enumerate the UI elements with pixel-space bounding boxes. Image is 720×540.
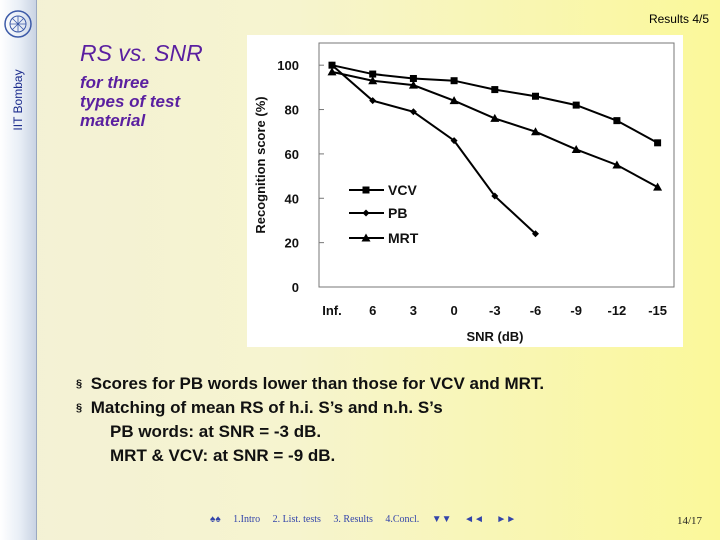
- slide-title: RS vs. SNR: [80, 40, 203, 66]
- nav-link-conclusions[interactable]: 4.Concl.: [385, 514, 420, 525]
- data-point-mrt: [571, 144, 581, 153]
- bullet-marker: §: [76, 378, 83, 390]
- nav-prev-button[interactable]: ◄◄: [464, 514, 484, 525]
- y-axis-label: Recognition score (%): [253, 96, 268, 233]
- nav-link-listening-tests[interactable]: 2. List. tests: [272, 514, 321, 525]
- data-point-mrt: [490, 113, 500, 122]
- data-point-vcv: [369, 70, 377, 78]
- data-point-vcv: [450, 77, 458, 85]
- bullet-marker: §: [76, 402, 83, 414]
- data-point-vcv: [409, 74, 417, 82]
- bullet-item: § Matching of mean RS of h.i. S’s and n.…: [76, 396, 544, 420]
- x-tick-label: -12: [608, 303, 627, 318]
- data-point-vcv: [572, 101, 580, 109]
- bullet-item: § Scores for PB words lower than those f…: [76, 372, 544, 396]
- footer-navigation: ♠♠ 1.Intro 2. List. tests 3. Results 4.C…: [210, 514, 526, 525]
- data-point-mrt: [327, 67, 337, 76]
- nav-next-button[interactable]: ►►: [496, 514, 517, 525]
- sidebar: IIT Bombay: [0, 0, 37, 540]
- x-tick-label: -6: [530, 303, 542, 318]
- x-tick-label: -3: [489, 303, 501, 318]
- legend-label: VCV: [388, 182, 417, 198]
- bullet-text: Matching of mean RS of h.i. S’s and n.h.…: [90, 398, 443, 417]
- y-tick-label: 60: [285, 147, 299, 162]
- legend-marker: [362, 209, 370, 217]
- page-counter: 14/17: [676, 515, 702, 527]
- x-tick-label: 0: [450, 303, 457, 318]
- y-tick-label: 80: [285, 103, 299, 118]
- x-tick-label: -9: [570, 303, 582, 318]
- sub-bullet-item: PB words: at SNR = -3 dB.: [110, 422, 322, 441]
- series-line-vcv: [331, 64, 659, 144]
- data-point-mrt: [449, 96, 459, 105]
- y-tick-label: 100: [277, 58, 299, 73]
- legend-label: PB: [388, 205, 407, 221]
- x-tick-label: 6: [369, 303, 376, 318]
- y-tick-label: 20: [285, 236, 299, 251]
- data-point-mrt: [531, 127, 540, 136]
- x-tick-label: Inf.: [322, 303, 342, 318]
- y-tick-label: 40: [285, 191, 299, 206]
- sub-bullet-item: MRT & VCV: at SNR = -9 dB.: [110, 446, 336, 465]
- x-axis-label: SNR (dB): [466, 329, 523, 344]
- data-point-vcv: [532, 92, 539, 100]
- subtitle-line: for three: [80, 73, 149, 92]
- legend-marker: [362, 186, 370, 194]
- nav-link-results[interactable]: 3. Results: [333, 514, 373, 525]
- institute-logo-icon: [4, 10, 32, 38]
- bullet-list: § Scores for PB words lower than those f…: [76, 372, 544, 468]
- bullet-text: Scores for PB words lower than those for…: [90, 374, 545, 393]
- data-point-pb: [409, 108, 417, 116]
- data-point-mrt: [612, 160, 622, 169]
- nav-link-intro[interactable]: 1.Intro: [233, 514, 261, 525]
- x-tick-label: -15: [648, 303, 667, 318]
- data-point-pb: [532, 230, 539, 238]
- data-point-vcv: [654, 139, 662, 147]
- rs-vs-snr-chart: 0 20 40 60 80 100 Inf. 6 3 0 -3 -6 -9 -12 -15 Recogniti…: [253, 42, 675, 344]
- subtitle-line: types of test: [80, 92, 181, 111]
- legend-label: MRT: [388, 230, 419, 246]
- slide-subtitle: for three types of test material: [80, 73, 230, 130]
- data-point-mrt: [368, 76, 378, 85]
- data-point-pb: [450, 137, 458, 145]
- data-point-mrt: [653, 182, 663, 191]
- y-tick-label: 0: [292, 280, 299, 295]
- data-point-vcv: [491, 86, 499, 94]
- nav-start-button[interactable]: ♠♠: [210, 514, 221, 525]
- slide-indicator: Results 4/5: [648, 12, 709, 26]
- nav-down-button[interactable]: ▼▼: [431, 514, 452, 525]
- legend-marker: [361, 233, 371, 242]
- series-line-pb: [331, 64, 537, 235]
- data-point-pb: [491, 192, 499, 200]
- x-tick-label: 3: [410, 303, 417, 318]
- institution-label: IIT Bombay: [11, 69, 25, 131]
- data-point-mrt: [408, 80, 418, 89]
- data-point-vcv: [613, 117, 621, 125]
- chart-panel: 0 20 40 60 80 100 Inf. 6 3 0 -3 -6 -9 -12 -15 Recogniti…: [247, 35, 683, 347]
- data-point-pb: [369, 97, 377, 105]
- plot-frame: [318, 42, 675, 288]
- subtitle-line: material: [80, 111, 146, 130]
